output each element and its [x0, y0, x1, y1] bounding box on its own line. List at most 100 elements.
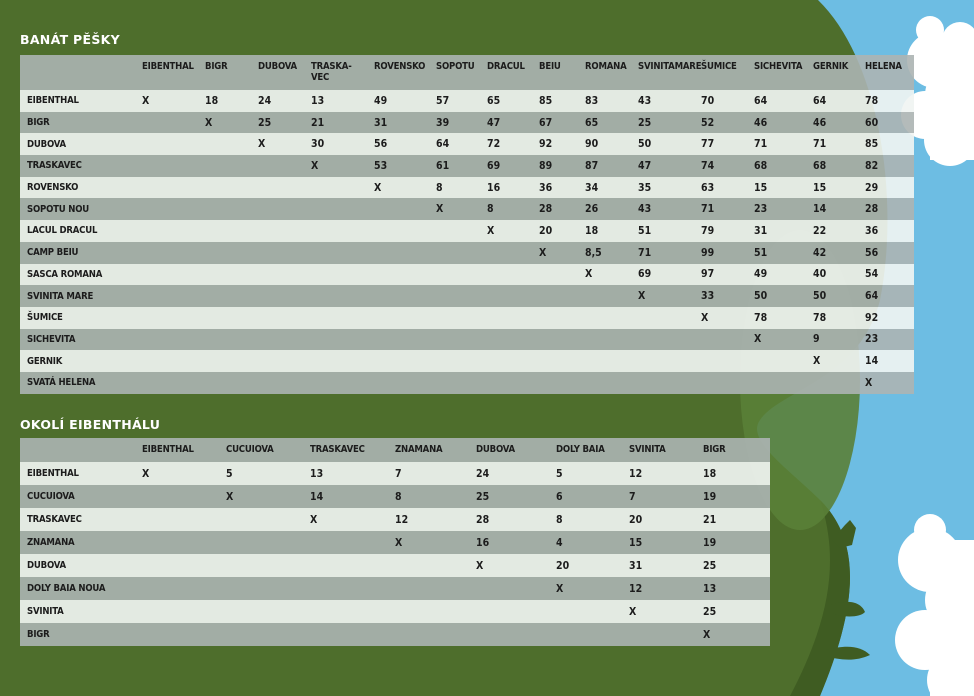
distance-cell	[311, 220, 374, 242]
distance-cell	[476, 623, 556, 646]
distance-cell	[374, 307, 436, 329]
distance-cell: 47	[487, 116, 501, 129]
distance-cell: X	[258, 138, 266, 151]
distance-cell: 54	[865, 268, 879, 281]
distance-cell: 22	[813, 224, 827, 237]
distance-cell: 99	[701, 246, 715, 259]
column-header: ZNAMANA	[395, 444, 443, 455]
column-header: EIBENTHAL	[142, 444, 194, 455]
row-label: DUBOVA	[27, 138, 66, 150]
distance-cell: 92	[865, 311, 879, 324]
row-label: TRASKAVEC	[27, 514, 82, 525]
distance-cell	[311, 307, 374, 329]
distance-cell	[701, 350, 754, 372]
distance-cell	[539, 350, 585, 372]
distance-cell	[487, 264, 539, 286]
table-row: DUBOVA X 30 56 64 72 92 90 50 77 71 71 85	[20, 133, 914, 156]
distance-cell: 14	[813, 203, 827, 216]
distance-cell: X	[585, 268, 593, 281]
table-row: CAMP BEIU X 8,5 71 99 51 42 56	[20, 241, 914, 264]
distance-cell	[258, 285, 311, 307]
table-row: EIBENTHAL X 18 24 13 49 57 65 85 83 43 70 64 64 78	[20, 90, 914, 112]
distance-cell: 78	[865, 94, 879, 107]
distance-cell	[142, 307, 205, 329]
distance-cell	[539, 285, 585, 307]
row-label: CAMP BEIU	[27, 247, 79, 259]
distance-cell: 30	[311, 138, 325, 151]
distance-cell	[258, 350, 311, 372]
distance-cell: 61	[436, 159, 450, 172]
distance-cell: 79	[701, 224, 715, 237]
distance-cell: 64	[436, 138, 450, 151]
distance-cell: 85	[865, 138, 879, 151]
distance-cell: 7	[395, 467, 402, 480]
distance-table-eibenthal: EIBENTHAL CUCUIOVA TRASKAVEC ZNAMANA DUBOVA D…	[20, 438, 770, 646]
column-header: EIBENTHAL	[142, 61, 194, 72]
distance-cell	[556, 600, 629, 623]
column-header: ŠUMICE	[701, 61, 737, 72]
distance-cell	[258, 177, 311, 199]
distance-cell: 13	[703, 582, 717, 595]
distance-cell: 36	[539, 181, 553, 194]
distance-cell: X	[556, 582, 564, 595]
row-label: BIGR	[27, 117, 50, 129]
column-header: DUBOVA	[258, 61, 297, 72]
distance-cell: 33	[701, 290, 715, 303]
distance-cell	[226, 508, 310, 531]
distance-cell	[436, 372, 487, 394]
distance-cell	[374, 350, 436, 372]
distance-cell	[142, 600, 226, 623]
distance-cell: 85	[539, 94, 553, 107]
distance-cell: 65	[585, 116, 599, 129]
distance-cell: 71	[813, 138, 827, 151]
distance-cell: X	[754, 333, 762, 346]
distance-cell: 56	[865, 246, 879, 259]
distance-cell: 6	[556, 490, 563, 503]
table-row: ROVENSKO X 8 16 36 34 35 63 15 15 29	[20, 176, 914, 199]
distance-cell	[487, 329, 539, 351]
distance-cell: 14	[310, 490, 324, 503]
distance-cell	[142, 285, 205, 307]
distance-cell	[205, 133, 258, 155]
row-label: ROVENSKO	[27, 182, 79, 194]
distance-cell: X	[311, 159, 319, 172]
distance-cell: 89	[539, 159, 553, 172]
table-row: DUBOVA X 20 31 25	[20, 554, 770, 577]
distance-cell	[476, 600, 556, 623]
distance-cell	[142, 531, 226, 554]
distance-cell: 4	[556, 536, 563, 549]
distance-cell	[539, 264, 585, 286]
table1-title: BANÁT PĚŠKY	[20, 32, 120, 47]
distance-cell: 90	[585, 138, 599, 151]
table-row: DOLY BAIA NOUA X 12 13	[20, 577, 770, 600]
distance-cell	[395, 600, 476, 623]
cloud-bottom-right	[895, 514, 974, 696]
distance-cell	[556, 623, 629, 646]
corner-cell	[20, 55, 142, 90]
distance-cell: 97	[701, 268, 715, 281]
distance-cell	[226, 623, 310, 646]
distance-cell: 28	[476, 513, 490, 526]
distance-cell	[436, 329, 487, 351]
distance-cell: 8	[436, 181, 443, 194]
distance-cell: 19	[703, 536, 717, 549]
distance-cell: 15	[754, 181, 768, 194]
distance-cell	[226, 554, 310, 577]
distance-cell: 25	[638, 116, 652, 129]
distance-cell	[487, 350, 539, 372]
distance-cell: 31	[629, 559, 643, 572]
distance-cell	[205, 350, 258, 372]
cloud-top-right	[901, 16, 974, 166]
distance-cell: X	[374, 181, 382, 194]
distance-cell: X	[539, 246, 547, 259]
distance-cell: X	[638, 290, 646, 303]
distance-cell: 15	[813, 181, 827, 194]
distance-cell: 50	[813, 290, 827, 303]
distance-cell: 29	[865, 181, 879, 194]
distance-cell: 87	[585, 159, 599, 172]
distance-cell	[311, 285, 374, 307]
distance-cell: 77	[701, 138, 715, 151]
distance-cell	[638, 329, 701, 351]
distance-cell: 51	[754, 246, 768, 259]
distance-cell	[310, 554, 395, 577]
